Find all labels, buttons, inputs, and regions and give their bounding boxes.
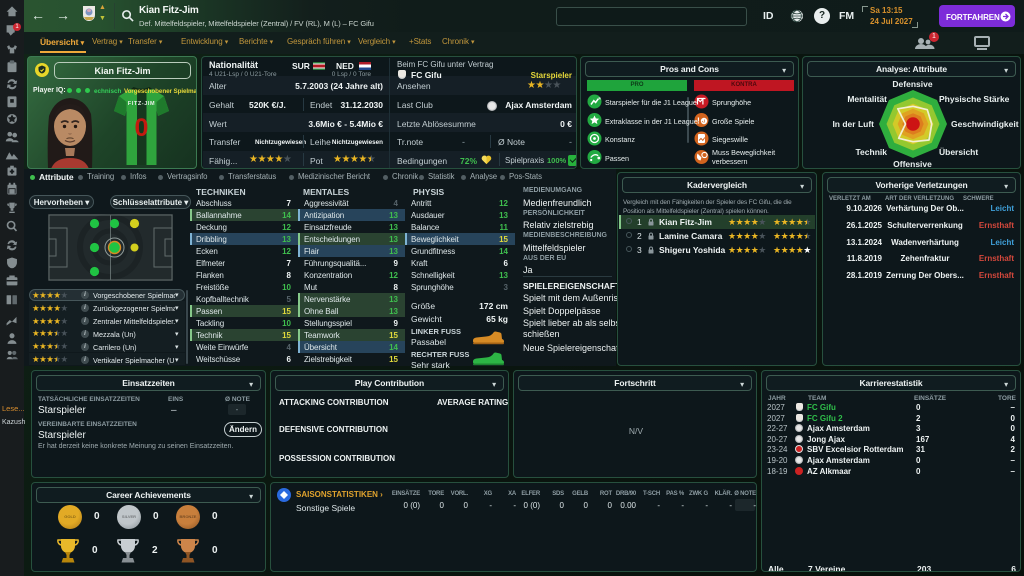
svg-text:FITZ-JIM: FITZ-JIM [128,101,155,107]
svg-text:!: ! [697,116,700,126]
svg-text:0: 0 [135,114,149,142]
